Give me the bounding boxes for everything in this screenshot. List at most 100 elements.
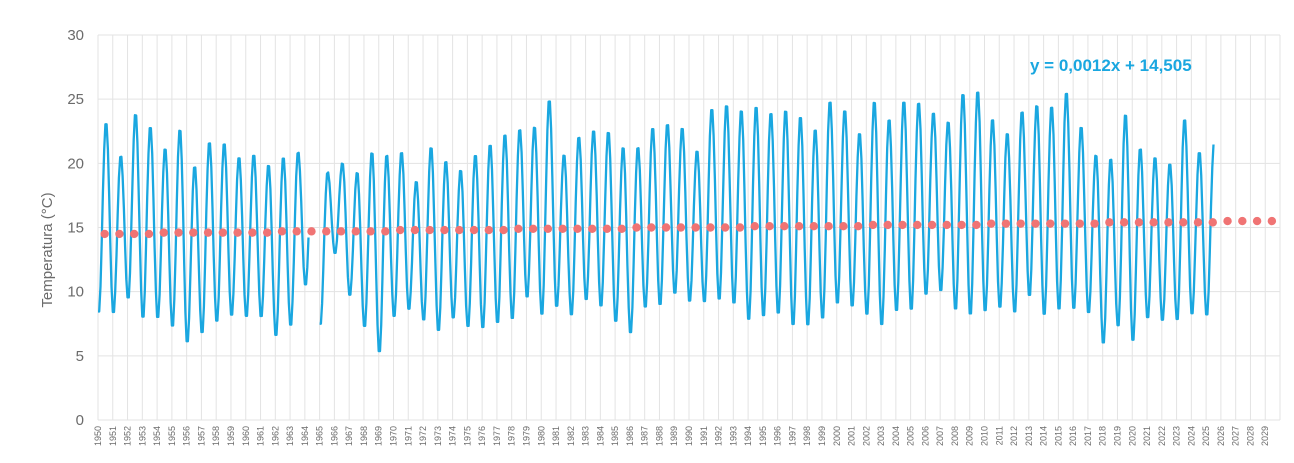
trend-point <box>262 228 272 237</box>
trend-point <box>351 227 361 236</box>
trend-point <box>1001 219 1011 228</box>
x-tick-label: 2003 <box>876 426 886 446</box>
trend-point <box>1090 219 1099 228</box>
x-tick-label: 1969 <box>374 426 384 446</box>
trend-series <box>100 216 1277 239</box>
trend-point <box>602 224 612 233</box>
x-tick-label: 1953 <box>137 426 147 446</box>
x-tick-label: 1951 <box>108 426 118 446</box>
x-tick-label: 2008 <box>950 426 960 446</box>
x-tick-label: 1985 <box>610 426 620 446</box>
x-tick-label: 1999 <box>817 426 827 446</box>
trend-point <box>1208 218 1217 227</box>
trend-point <box>632 223 641 232</box>
trend-point <box>735 223 745 232</box>
trend-point <box>174 228 183 237</box>
x-tick-label: 2000 <box>832 426 842 446</box>
x-tick-label: 1957 <box>196 426 206 446</box>
trend-point <box>898 220 907 230</box>
x-tick-label: 1986 <box>625 426 635 446</box>
trend-point <box>883 220 892 230</box>
trend-point <box>1134 218 1144 227</box>
trend-point <box>972 220 981 230</box>
trend-point <box>661 223 671 232</box>
trend-point <box>395 225 405 235</box>
temperature-series <box>98 91 1215 353</box>
x-tick-label: 1973 <box>433 426 443 446</box>
x-tick-label: 2016 <box>1068 426 1078 446</box>
trend-point <box>1267 216 1277 226</box>
trend-point <box>1193 218 1203 227</box>
x-tick-label: 2014 <box>1039 426 1049 446</box>
x-tick-label: 2013 <box>1024 426 1034 446</box>
trend-point <box>1119 218 1129 227</box>
trend-point <box>469 225 479 235</box>
x-tick-label: 1997 <box>787 426 797 446</box>
x-tick-label: 1970 <box>389 426 399 446</box>
y-tick-label: 0 <box>76 412 84 429</box>
trend-point <box>100 229 109 239</box>
x-axis-ticks: 1950 1951 1952 1953 1954 1955 1956 1957 1958 1959… <box>93 426 1270 446</box>
x-tick-label: 1960 <box>241 426 251 446</box>
trend-point <box>336 227 346 236</box>
x-tick-label: 2017 <box>1083 426 1093 446</box>
x-tick-label: 2021 <box>1142 426 1152 446</box>
trend-point <box>425 225 434 235</box>
x-tick-label: 1990 <box>684 426 694 446</box>
trend-equation: y = 0,0012x + 14,505 <box>1030 56 1192 75</box>
x-tick-label: 1989 <box>669 426 679 446</box>
trend-point <box>543 224 553 233</box>
trend-point <box>129 229 139 239</box>
x-tick-label: 2005 <box>906 426 916 446</box>
x-tick-label: 1959 <box>226 426 236 446</box>
trend-point <box>676 223 686 232</box>
trend-point <box>307 227 316 236</box>
y-axis-ticks: 0 5 10 15 20 25 30 <box>67 27 84 429</box>
trend-point <box>1060 219 1070 228</box>
x-tick-label: 1998 <box>802 426 812 446</box>
trend-point <box>765 222 774 231</box>
x-tick-label: 2020 <box>1127 426 1137 446</box>
trend-point <box>558 224 567 233</box>
y-tick-label: 10 <box>67 284 84 301</box>
x-tick-label: 2011 <box>994 426 1004 445</box>
trend-point <box>942 220 952 230</box>
trend-point <box>233 228 242 237</box>
trend-point <box>1252 216 1262 226</box>
trend-point <box>203 228 213 237</box>
grid <box>97 34 1281 421</box>
trend-point <box>499 225 508 235</box>
trend-point <box>366 227 375 236</box>
trend-point <box>514 224 523 233</box>
trend-point <box>617 224 626 233</box>
trend-point <box>986 219 996 228</box>
x-tick-label: 2027 <box>1231 426 1241 446</box>
trend-point <box>218 228 228 237</box>
x-tick-label: 2018 <box>1098 426 1108 446</box>
x-tick-label: 1958 <box>211 426 221 446</box>
x-tick-label: 1974 <box>448 426 458 446</box>
x-tick-label: 1954 <box>152 426 162 446</box>
x-tick-label: 2009 <box>965 426 975 446</box>
x-tick-label: 1968 <box>359 426 369 446</box>
trend-point <box>189 228 198 237</box>
trend-point <box>277 227 287 236</box>
x-tick-label: 1995 <box>758 426 768 446</box>
y-axis-label: Temperatura (°C) <box>39 192 56 307</box>
x-tick-label: 1975 <box>462 426 472 446</box>
trend-point <box>913 220 922 230</box>
x-tick-label: 1965 <box>315 426 325 446</box>
x-tick-label: 1982 <box>566 426 576 446</box>
trend-point <box>159 228 168 237</box>
trend-point <box>381 227 390 236</box>
x-tick-label: 1980 <box>536 426 546 446</box>
trend-point <box>1016 219 1025 228</box>
trend-point <box>691 223 700 232</box>
x-tick-label: 1964 <box>300 426 310 446</box>
x-tick-label: 1972 <box>418 426 428 446</box>
trend-point <box>1149 218 1158 227</box>
x-tick-label: 1988 <box>654 426 664 446</box>
trend-point <box>115 229 124 239</box>
